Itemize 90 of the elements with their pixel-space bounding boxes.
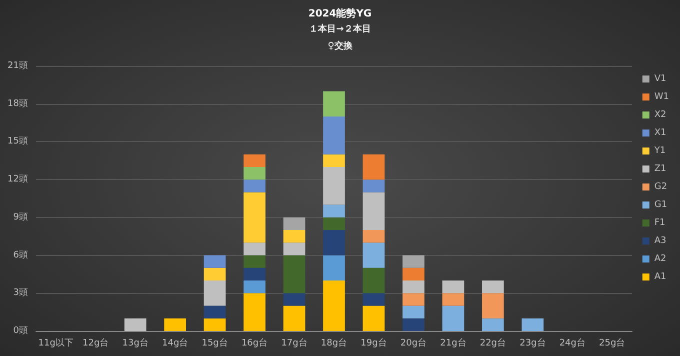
x-tick-label: 23g台 — [520, 338, 546, 348]
x-tick-label: 11g以下 — [38, 338, 74, 348]
y-tick-label: 18頭 — [8, 98, 28, 109]
bar — [244, 192, 266, 243]
bar — [283, 217, 306, 230]
bar — [442, 306, 464, 331]
bar — [482, 280, 504, 294]
bar — [362, 154, 385, 180]
x-tick-label: 12g台 — [82, 338, 109, 348]
x-tick-label: 16g台 — [241, 338, 268, 348]
y-tick-label: 12頭 — [8, 174, 28, 185]
x-tick-label: 17g台 — [281, 338, 308, 348]
bar — [323, 154, 345, 167]
legend-label: X2 — [654, 110, 666, 120]
x-tick-label: 14g台 — [162, 338, 188, 348]
bar — [244, 166, 266, 180]
bar — [402, 306, 424, 318]
bar — [244, 242, 266, 256]
bar — [204, 306, 226, 318]
legend-label: X1 — [654, 128, 666, 138]
bar — [362, 242, 385, 268]
bar — [323, 91, 345, 116]
chart-subtitle: １本目→２本目 — [309, 24, 371, 34]
bar — [362, 268, 385, 294]
bar — [362, 230, 385, 243]
bar — [362, 306, 385, 331]
legend-label: Y1 — [653, 146, 666, 156]
bar — [244, 268, 266, 281]
bar — [323, 217, 345, 230]
bar — [522, 318, 544, 331]
bar — [204, 318, 226, 331]
x-tick-label: 13g台 — [122, 338, 148, 348]
bar — [323, 204, 345, 218]
legend-label: A2 — [654, 254, 666, 264]
bar — [204, 255, 226, 268]
bar — [244, 255, 266, 268]
bar — [362, 293, 385, 306]
x-tick-label: 18g台 — [320, 338, 348, 348]
y-tick-label: 9頭 — [13, 212, 28, 222]
x-tick-label: 21g台 — [440, 338, 466, 348]
chart-title: 2024能勢YG — [308, 8, 372, 20]
legend-label: A1 — [654, 272, 666, 282]
bar — [482, 318, 504, 331]
bar — [323, 116, 345, 154]
x-tick-label: 15g台 — [202, 338, 228, 348]
bar — [283, 293, 306, 306]
x-tick-label: 22g台 — [480, 338, 506, 348]
x-tick-label: 25g台 — [599, 338, 626, 348]
y-tick-label: 6頭 — [13, 250, 28, 260]
bar — [164, 318, 186, 331]
bar — [124, 318, 146, 331]
x-tick-label: 19g台 — [360, 338, 387, 348]
text: ♀交換 — [328, 40, 354, 52]
bar — [323, 255, 345, 281]
legend-label: G1 — [654, 200, 668, 210]
bar — [362, 192, 385, 230]
bar — [244, 154, 266, 167]
bar — [482, 293, 504, 318]
bar — [402, 318, 424, 331]
legend-label: V1 — [654, 74, 666, 84]
y-tick-label: 0頭 — [13, 326, 28, 336]
bar — [442, 280, 464, 294]
bar — [442, 293, 464, 306]
bar — [204, 280, 226, 306]
x-tick-label: 20g台 — [400, 338, 427, 348]
bar — [204, 268, 226, 281]
bar — [323, 166, 345, 205]
y-tick-label: 3頭 — [13, 288, 28, 298]
bar — [244, 180, 266, 192]
bar — [402, 255, 424, 268]
bar — [402, 268, 424, 281]
bar — [362, 180, 385, 192]
legend-label: A3 — [654, 236, 666, 246]
bar — [244, 280, 266, 294]
legend-label: W1 — [654, 92, 669, 102]
bar — [283, 242, 306, 256]
bar — [283, 230, 306, 243]
y-tick-label: 21頭 — [8, 61, 28, 71]
legend-label: Z1 — [654, 164, 666, 174]
legend-label: F1 — [654, 218, 666, 228]
bar — [323, 230, 345, 256]
legend-label: G2 — [654, 182, 668, 192]
bar — [283, 306, 306, 331]
x-tick-label: 24g台 — [559, 338, 586, 348]
bar — [402, 280, 424, 294]
bar — [323, 280, 345, 331]
y-tick-label: 15頭 — [8, 136, 28, 147]
bar — [402, 293, 424, 306]
bar — [244, 293, 266, 331]
bar — [283, 255, 306, 294]
